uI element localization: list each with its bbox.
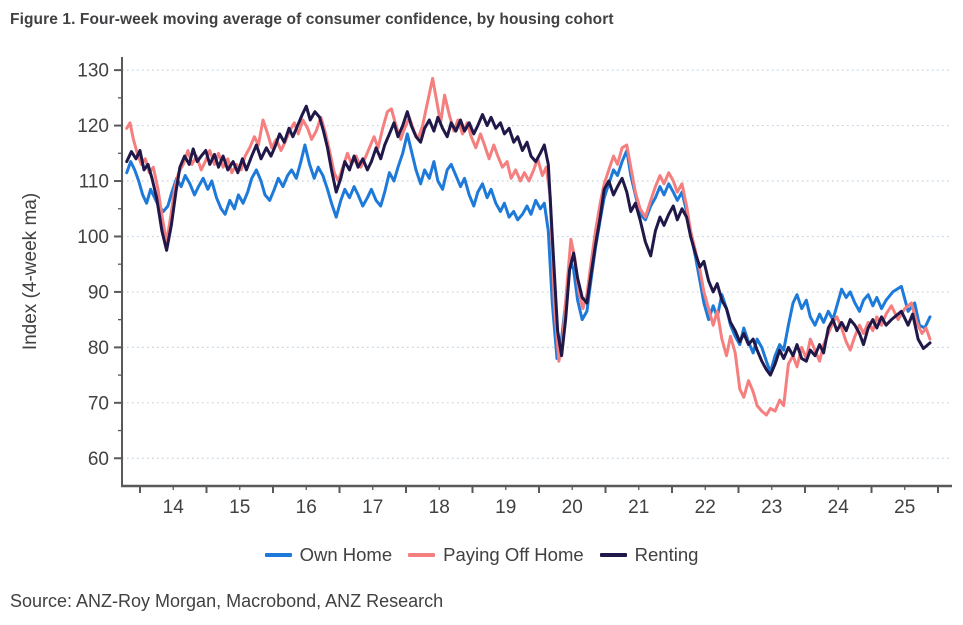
series-line-own-home bbox=[125, 132, 932, 374]
y-tick-label-110: 110 bbox=[79, 172, 109, 193]
y-tick-label-120: 120 bbox=[77, 116, 109, 137]
y-tick-label-70: 70 bbox=[88, 393, 109, 414]
y-tick-label-130: 130 bbox=[77, 61, 109, 82]
x-tick-label-21: 21 bbox=[628, 497, 649, 518]
x-tick-label-24: 24 bbox=[828, 497, 850, 518]
y-tick-label-60: 60 bbox=[88, 449, 109, 470]
x-tick-label-25: 25 bbox=[894, 497, 915, 518]
x-tick-label-18: 18 bbox=[429, 497, 450, 518]
x-tick-label-19: 19 bbox=[495, 497, 516, 518]
x-tick-label-15: 15 bbox=[229, 497, 250, 518]
x-tick-label-17: 17 bbox=[362, 497, 383, 518]
x-tick-label-20: 20 bbox=[562, 497, 583, 518]
x-tick-label-14: 14 bbox=[163, 497, 185, 518]
legend-item-renting: Renting bbox=[599, 544, 699, 566]
renting-line-swatch-icon bbox=[599, 553, 627, 557]
chart-legend: Own Home Paying Off Home Renting bbox=[0, 540, 963, 570]
series-line-paying-off-home bbox=[125, 76, 932, 417]
y-tick-label-80: 80 bbox=[88, 338, 109, 359]
own-home-line-swatch-icon bbox=[264, 553, 292, 557]
x-tick-label-23: 23 bbox=[761, 497, 782, 518]
y-tick-label-100: 100 bbox=[77, 227, 109, 248]
series-line-renting bbox=[125, 104, 932, 377]
x-tick-label-22: 22 bbox=[695, 497, 716, 518]
legend-label-renting: Renting bbox=[634, 544, 699, 565]
legend-item-own-home: Own Home bbox=[264, 544, 393, 566]
y-tick-label-90: 90 bbox=[88, 282, 109, 303]
legend-label-own-home: Own Home bbox=[299, 544, 393, 565]
legend-label-paying-off-home: Paying Off Home bbox=[443, 544, 584, 565]
y-axis-title: Index (4-week ma) bbox=[20, 193, 41, 350]
legend-item-paying-off-home: Paying Off Home bbox=[408, 544, 584, 566]
x-tick-label-16: 16 bbox=[296, 497, 317, 518]
source-note: Source: ANZ-Roy Morgan, Macrobond, ANZ R… bbox=[10, 591, 444, 611]
figure-title: Figure 1. Four-week moving average of co… bbox=[10, 11, 614, 28]
paying-off-home-line-swatch-icon bbox=[408, 553, 436, 557]
